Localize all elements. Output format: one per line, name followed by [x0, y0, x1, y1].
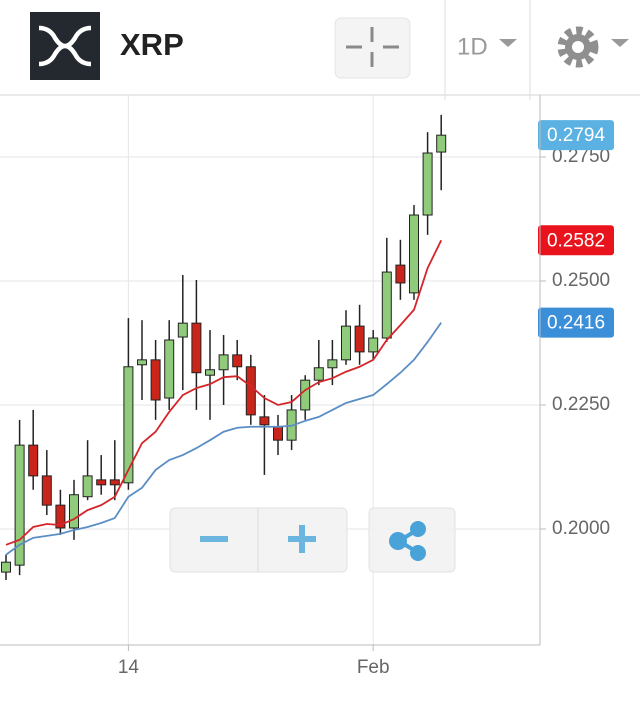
candle-body	[82, 475, 93, 498]
price-badge-label: 0.2794	[547, 125, 606, 146]
share-button[interactable]	[368, 507, 456, 573]
candle-body	[164, 339, 175, 399]
candle-body	[55, 504, 66, 529]
candle-body	[218, 354, 229, 371]
candle-body	[14, 444, 25, 566]
moving-average-line	[5, 322, 442, 556]
crosshair-icon	[346, 27, 399, 67]
candle-body	[69, 494, 79, 529]
crosshair-button[interactable]	[334, 17, 411, 79]
price-badge	[538, 307, 614, 338]
symbol: XRP	[120, 27, 184, 62]
share-icon	[389, 521, 426, 561]
candle-body	[137, 359, 147, 366]
candle-body	[232, 354, 243, 368]
interval-caret	[499, 39, 517, 47]
x-tick-label: Feb	[357, 657, 390, 678]
candle-body	[109, 479, 120, 486]
candle-body	[381, 271, 392, 339]
header	[0, 0, 640, 95]
plot: 0.2000 0.2250 0.2500 0.2750 14 Feb 0.2582 0.241…	[0, 95, 614, 678]
candle-body	[436, 134, 447, 153]
candle-body	[327, 359, 338, 369]
candle-body	[422, 152, 433, 216]
candle-body	[150, 359, 161, 401]
logo-icon	[38, 25, 92, 67]
candle-body	[300, 379, 311, 411]
candle-body	[1, 561, 11, 573]
y-tick-label: 0.2250	[552, 394, 610, 415]
zoom-controls	[169, 507, 456, 573]
candle-body	[354, 325, 365, 353]
candle-body	[395, 264, 406, 284]
y-tick-label: 0.2750	[552, 146, 610, 167]
candle-body	[123, 366, 134, 484]
zoom-in-button[interactable]	[288, 525, 316, 553]
y-tick-label: 0.2000	[552, 518, 610, 539]
candle-body	[28, 444, 39, 477]
candle-body	[409, 214, 419, 294]
moving-average-line	[5, 239, 443, 546]
candle-body	[341, 325, 351, 361]
price-badge	[538, 225, 614, 256]
candle-body	[96, 479, 107, 486]
candle-body	[245, 366, 256, 416]
settings-button[interactable]	[557, 26, 599, 68]
settings-caret	[611, 39, 629, 47]
candle-body	[313, 367, 324, 381]
x-tick-label: 14	[118, 657, 140, 678]
candle-body	[191, 322, 202, 374]
price-badge-label: 0.2416	[547, 313, 605, 334]
price-badge	[538, 120, 614, 151]
candle-body	[259, 416, 270, 426]
candle-body	[177, 322, 188, 338]
y-tick-label: 0.2500	[552, 270, 610, 291]
candle-body	[41, 475, 52, 506]
candle-body	[273, 426, 283, 441]
interval-button[interactable]: 1D	[457, 33, 488, 60]
price-badge-label: 0.2582	[547, 230, 605, 251]
candle-body	[368, 337, 379, 353]
zoom-out-button[interactable]	[200, 536, 228, 542]
candle-body	[205, 369, 215, 376]
